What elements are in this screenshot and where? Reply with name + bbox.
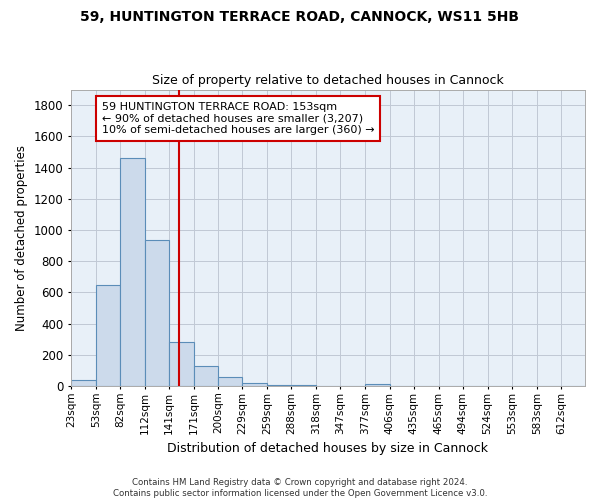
Bar (292, 385, 316, 386)
Bar (267, 384, 292, 386)
Bar (71, 380, 96, 386)
Bar (194, 366, 218, 386)
Bar (242, 383, 267, 386)
Text: 59, HUNTINGTON TERRACE ROAD, CANNOCK, WS11 5HB: 59, HUNTINGTON TERRACE ROAD, CANNOCK, WS… (80, 10, 520, 24)
Title: Size of property relative to detached houses in Cannock: Size of property relative to detached ho… (152, 74, 504, 87)
Bar (169, 342, 194, 386)
Text: 59 HUNTINGTON TERRACE ROAD: 153sqm
← 90% of detached houses are smaller (3,207)
: 59 HUNTINGTON TERRACE ROAD: 153sqm ← 90%… (102, 102, 374, 135)
Bar (120, 158, 145, 386)
Bar (96, 285, 120, 386)
Text: Contains HM Land Registry data © Crown copyright and database right 2024.
Contai: Contains HM Land Registry data © Crown c… (113, 478, 487, 498)
X-axis label: Distribution of detached houses by size in Cannock: Distribution of detached houses by size … (167, 442, 488, 455)
Bar (365, 384, 389, 386)
Bar (218, 377, 242, 386)
Y-axis label: Number of detached properties: Number of detached properties (15, 145, 28, 331)
Bar (145, 240, 169, 386)
